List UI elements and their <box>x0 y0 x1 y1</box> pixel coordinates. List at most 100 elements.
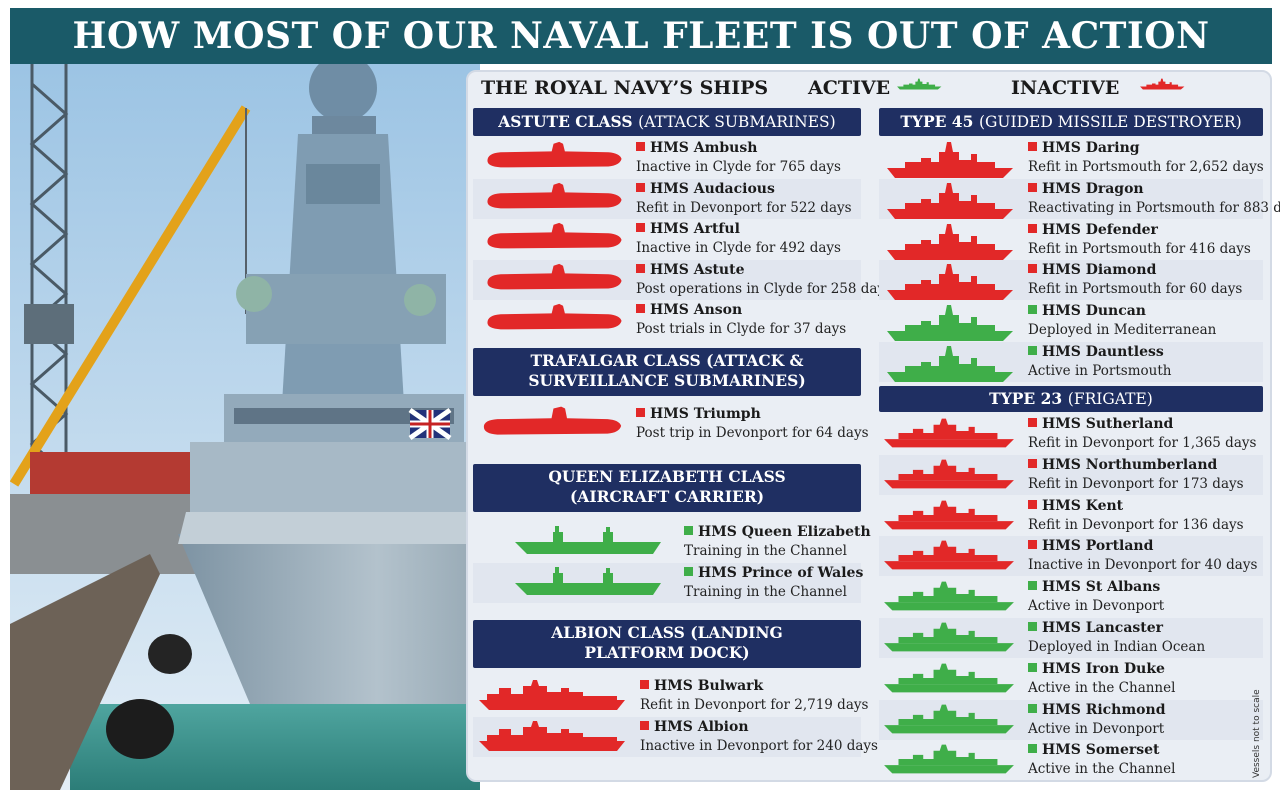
status-square-icon <box>1028 459 1037 468</box>
ship-status: Inactive in Clyde for 765 days <box>636 159 841 175</box>
ship-name: HMS Iron Duke <box>1028 660 1175 679</box>
inactive-ship-icon <box>479 680 625 710</box>
status-square-icon <box>1028 540 1037 549</box>
ship-name: HMS Queen Elizabeth <box>684 523 871 542</box>
ship-name: HMS Bulwark <box>640 677 868 696</box>
status-square-icon <box>1028 142 1037 151</box>
inactive-ship-icon <box>884 540 1014 570</box>
ship-name: HMS Astute <box>636 261 892 280</box>
ship-name-text: HMS Artful <box>650 221 740 237</box>
ship-row: HMS Albion Inactive in Devonport for 240 … <box>473 717 878 757</box>
ship-name-text: HMS Defender <box>1042 222 1158 238</box>
inactive-ship-icon <box>887 142 1013 178</box>
ship-name: HMS Northumberland <box>1028 456 1244 475</box>
ship-info: HMS Daring Refit in Portsmouth for 2,652 … <box>1028 139 1264 177</box>
ship-row: HMS Artful Inactive in Clyde for 492 days <box>473 219 861 259</box>
ship-name-text: HMS Kent <box>1042 498 1124 514</box>
destroyer-photo-art <box>10 64 480 790</box>
ship-info: HMS Somerset Active in the Channel <box>1028 741 1175 779</box>
ship-name: HMS Audacious <box>636 180 852 199</box>
active-ship-icon <box>887 305 1013 341</box>
ship-status: Training in the Channel <box>684 543 847 559</box>
ship-row: HMS Duncan Deployed in Mediterranean <box>879 301 1263 341</box>
ship-name-text: HMS Portland <box>1042 538 1154 554</box>
ship-name-text: HMS Astute <box>650 262 745 278</box>
ship-name: HMS Ambush <box>636 139 841 158</box>
ship-info: HMS Iron Duke Active in the Channel <box>1028 660 1175 698</box>
infographic-title: HOW MOST OF OUR NAVAL FLEET IS OUT OF AC… <box>10 8 1272 64</box>
ship-info: HMS Kent Refit in Devonport for 136 days <box>1028 497 1244 535</box>
status-square-icon <box>1028 224 1037 233</box>
ship-row: HMS Prince of Wales Training in the Chann… <box>473 563 863 603</box>
active-ship-icon <box>884 704 1014 734</box>
ship-info: HMS Triumph Post trip in Devonport for 64… <box>636 405 869 443</box>
status-square-icon <box>1028 704 1037 713</box>
ship-status: Active in the Channel <box>1028 761 1176 777</box>
inactive-ship-icon <box>887 224 1013 260</box>
legend-inactive-label: INACTIVE <box>1011 77 1120 99</box>
status-square-icon <box>636 408 645 417</box>
ship-status: Active in Portsmouth <box>1028 363 1172 379</box>
ship-row: HMS Northumberland Refit in Devonport for… <box>879 455 1263 495</box>
ship-name: HMS Lancaster <box>1028 619 1205 638</box>
ship-name: HMS Dragon <box>1028 180 1280 199</box>
ship-row: HMS Dragon Reactivating in Portsmouth for… <box>879 179 1280 219</box>
ship-row: HMS Kent Refit in Devonport for 136 days <box>879 496 1263 536</box>
ship-info: HMS Astute Post operations in Clyde for 2… <box>636 261 892 299</box>
ship-name-text: HMS Queen Elizabeth <box>698 524 871 540</box>
ship-name: HMS St Albans <box>1028 578 1164 597</box>
inactive-ship-icon <box>884 418 1014 448</box>
ship-name-text: HMS Ambush <box>650 140 758 156</box>
ship-info: HMS Artful Inactive in Clyde for 492 days <box>636 220 841 258</box>
inactive-ship-icon <box>487 182 622 209</box>
ship-status: Deployed in Indian Ocean <box>1028 639 1206 655</box>
ship-info: HMS Defender Refit in Portsmouth for 416 … <box>1028 221 1251 259</box>
active-ship-icon <box>884 581 1014 611</box>
active-ship-icon <box>515 526 661 554</box>
inactive-ship-icon <box>487 222 622 249</box>
trafalgar-class-header: TRAFALGAR CLASS (ATTACK & SURVEILLANCE S… <box>473 348 861 396</box>
inactive-ship-icon <box>887 183 1013 219</box>
inactive-ship-icon <box>884 459 1014 489</box>
type23-class-name: TYPE 23 <box>989 389 1063 408</box>
status-square-icon <box>1028 346 1037 355</box>
ship-status: Refit in Devonport for 173 days <box>1028 476 1244 492</box>
status-square-icon <box>636 183 645 192</box>
ship-info: HMS Bulwark Refit in Devonport for 2,719 … <box>640 677 868 715</box>
ship-row: HMS Audacious Refit in Devonport for 522 … <box>473 179 861 219</box>
status-square-icon <box>684 567 693 576</box>
ship-name-text: HMS Triumph <box>650 406 761 422</box>
ship-name-text: HMS Northumberland <box>1042 457 1218 473</box>
legend-active-label: ACTIVE <box>808 77 891 99</box>
ship-row: HMS Triumph Post trip in Devonport for 64… <box>473 404 869 444</box>
ship-name-text: HMS Lancaster <box>1042 620 1164 636</box>
ship-row: HMS Portland Inactive in Devonport for 40… <box>879 536 1263 576</box>
scale-note: Vessels not to scale <box>1252 678 1264 778</box>
inactive-ship-icon <box>483 406 622 435</box>
status-square-icon <box>636 223 645 232</box>
active-ship-icon <box>887 346 1013 382</box>
ship-name-text: HMS Audacious <box>650 181 775 197</box>
ship-name: HMS Prince of Wales <box>684 564 863 583</box>
ship-name-text: HMS Daring <box>1042 140 1140 156</box>
ship-name: HMS Anson <box>636 301 846 320</box>
status-square-icon <box>640 721 649 730</box>
ship-name: HMS Dauntless <box>1028 343 1171 362</box>
legend-active-ship-icon <box>893 78 975 100</box>
status-square-icon <box>1028 418 1037 427</box>
ship-info: HMS Portland Inactive in Devonport for 40… <box>1028 537 1257 575</box>
ship-name-text: HMS St Albans <box>1042 579 1161 595</box>
ship-info: HMS Diamond Refit in Portsmouth for 60 da… <box>1028 261 1242 299</box>
ship-info: HMS Lancaster Deployed in Indian Ocean <box>1028 619 1205 657</box>
status-square-icon <box>636 304 645 313</box>
astute-class-role: (ATTACK SUBMARINES) <box>638 113 836 131</box>
status-square-icon <box>1028 264 1037 273</box>
ship-info: HMS Dragon Reactivating in Portsmouth for… <box>1028 180 1280 218</box>
active-ship-icon <box>884 663 1014 693</box>
ship-info: HMS Richmond Active in Devonport <box>1028 701 1165 739</box>
ship-status: Inactive in Clyde for 492 days <box>636 240 841 256</box>
ship-info: HMS Prince of Wales Training in the Chann… <box>684 564 863 602</box>
ship-status: Active in the Channel <box>1028 680 1176 696</box>
active-ship-icon <box>884 744 1014 774</box>
ship-info: HMS Ambush Inactive in Clyde for 765 days <box>636 139 841 177</box>
